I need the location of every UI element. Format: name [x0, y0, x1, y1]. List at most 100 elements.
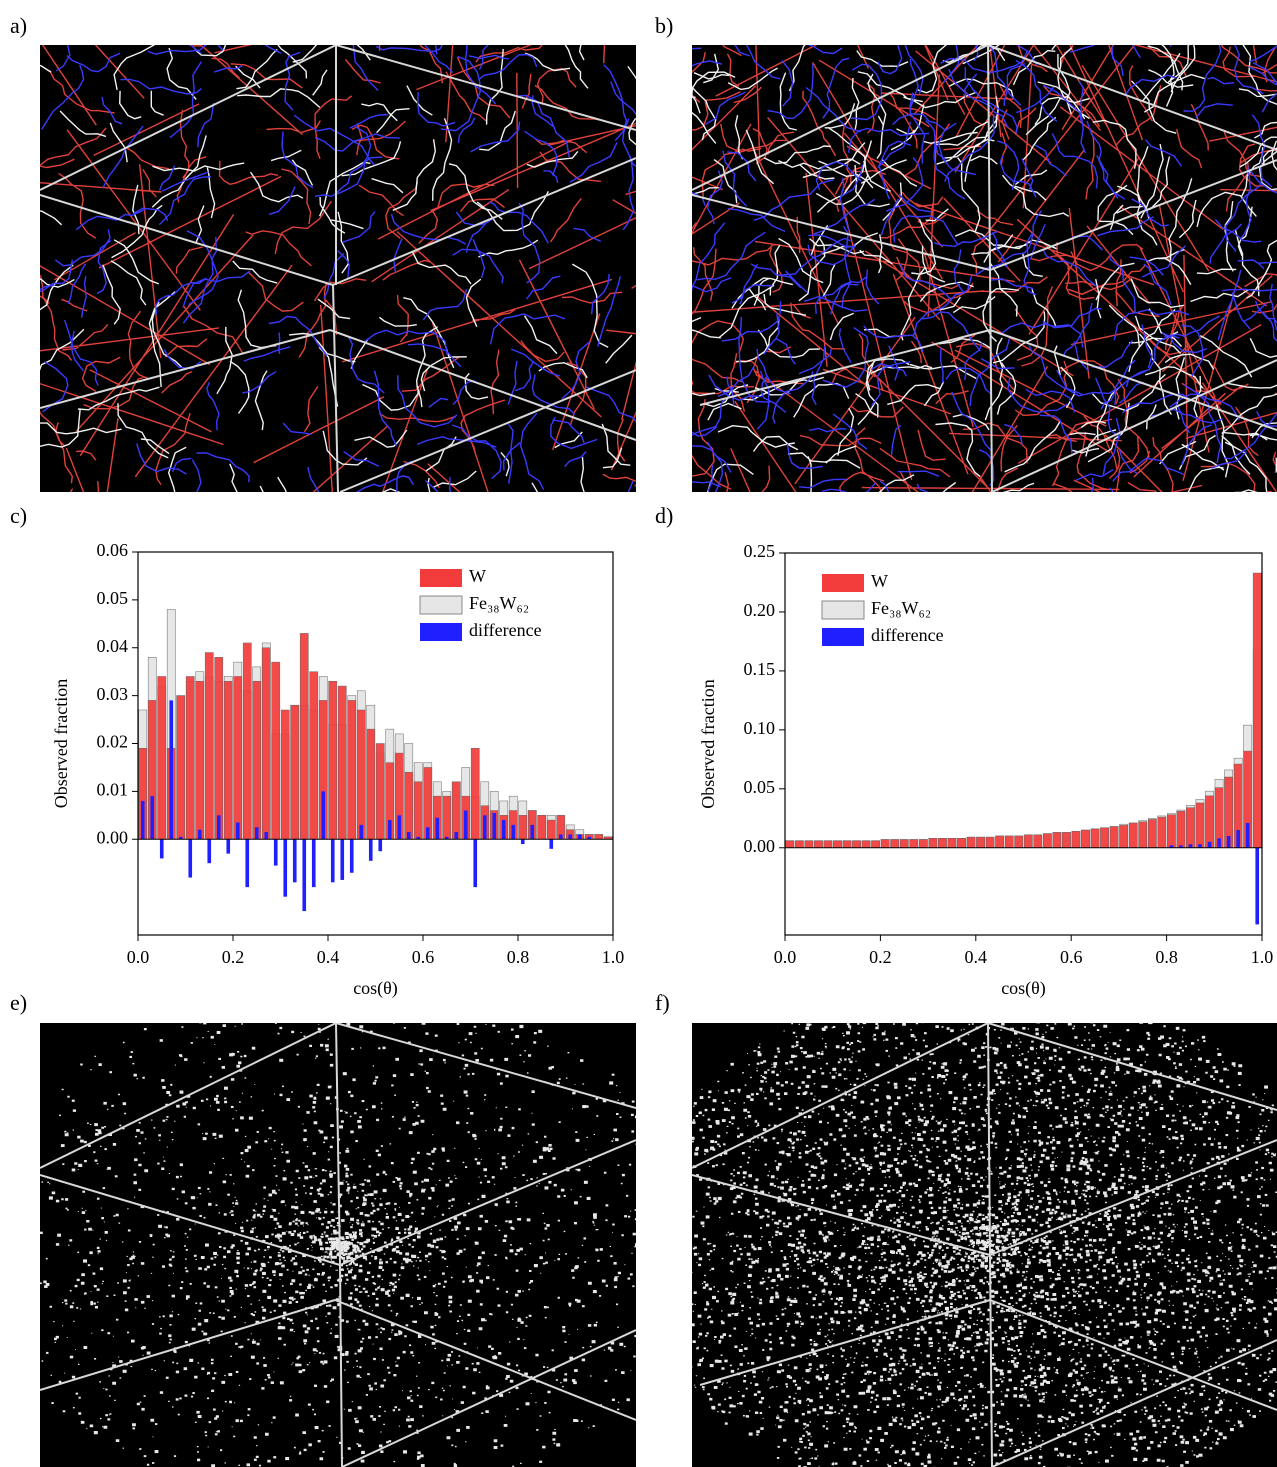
bar	[1033, 834, 1043, 849]
bar	[311, 839, 316, 888]
bar	[245, 839, 250, 888]
bar	[530, 824, 535, 840]
bar	[537, 815, 547, 840]
bar	[899, 839, 909, 849]
bar	[387, 820, 392, 840]
y-tick-label: 0.10	[744, 718, 776, 738]
bar	[233, 676, 243, 840]
legend-label: difference	[871, 625, 944, 645]
cube-edge	[987, 45, 991, 271]
bar	[794, 840, 804, 849]
bar	[1245, 822, 1250, 848]
bar	[976, 836, 985, 849]
legend-swatch	[821, 600, 865, 620]
bar	[1119, 825, 1129, 849]
bar	[140, 800, 145, 840]
bar	[995, 835, 1005, 849]
legend-swatch	[419, 595, 463, 615]
bar	[473, 839, 478, 888]
bar	[261, 647, 271, 840]
bar	[157, 676, 167, 840]
legend-label: W	[469, 566, 486, 586]
bar	[309, 671, 319, 840]
bar	[356, 709, 366, 840]
bar	[1109, 826, 1119, 849]
bar	[861, 840, 871, 849]
bar	[546, 819, 556, 840]
bar	[1138, 821, 1148, 849]
bar	[814, 840, 823, 849]
bar	[890, 839, 900, 849]
x-tick-label: 1.0	[1251, 947, 1274, 967]
cube-edge	[339, 1139, 636, 1266]
bar	[568, 834, 573, 840]
bar	[214, 657, 224, 840]
bar	[290, 704, 300, 840]
y-tick-label: 0.06	[97, 540, 129, 560]
bar	[195, 681, 205, 840]
y-tick-label: 0.20	[744, 600, 776, 620]
plot-frame	[784, 552, 1263, 936]
legend-swatch	[420, 569, 462, 587]
bar	[302, 839, 307, 912]
bar	[254, 827, 259, 840]
cube-edge	[40, 45, 337, 191]
legend-swatch	[822, 574, 864, 592]
y-tick-label: 0.01	[97, 780, 129, 800]
bar	[413, 781, 423, 840]
bar	[558, 834, 563, 840]
cube-edge	[692, 194, 991, 271]
cube-edge	[335, 1023, 341, 1266]
cube-edge	[40, 329, 331, 409]
panel-label: a)	[10, 13, 27, 38]
bar	[216, 815, 221, 840]
bar	[1090, 828, 1100, 849]
bar	[1100, 827, 1109, 849]
bar	[1169, 845, 1174, 848]
x-tick-label: 0.0	[127, 947, 150, 967]
bar	[321, 791, 326, 840]
bar	[985, 836, 995, 849]
x-axis-label: cos(θ)	[353, 978, 398, 999]
bar	[235, 822, 240, 840]
bar	[299, 633, 309, 840]
y-tick-label: 0.25	[744, 541, 776, 561]
x-tick-label: 0.2	[222, 947, 245, 967]
x-tick-label: 0.2	[869, 947, 892, 967]
bar	[501, 820, 506, 840]
bar	[549, 839, 554, 849]
cube-edge	[989, 269, 993, 492]
bar	[223, 681, 233, 840]
bar	[1186, 807, 1195, 849]
bar	[520, 839, 525, 845]
cube-edge	[40, 1299, 336, 1391]
cube-edge	[341, 1329, 636, 1467]
x-tick-label: 0.8	[1155, 947, 1178, 967]
bar	[1042, 833, 1052, 849]
dislocation-lines	[40, 45, 636, 492]
bar	[1217, 838, 1221, 848]
bar	[594, 834, 604, 840]
bar	[1195, 802, 1205, 849]
legend-swatch	[822, 628, 864, 646]
cube-edge	[339, 369, 636, 492]
cube-edge	[692, 45, 989, 191]
cube-edge	[989, 159, 1277, 271]
cube-edge	[332, 284, 339, 492]
cube-edge	[40, 194, 334, 286]
cube-edge	[989, 1299, 1277, 1411]
bar	[349, 839, 354, 873]
bar	[966, 836, 976, 849]
bar	[470, 748, 480, 840]
y-axis-label: Observed fraction	[698, 679, 718, 808]
x-tick-label: 1.0	[602, 947, 625, 967]
cube-edge	[989, 1139, 1277, 1256]
bar	[909, 839, 919, 849]
x-tick-label: 0.0	[774, 947, 797, 967]
bar	[444, 836, 449, 840]
cube-edge	[692, 1023, 989, 1169]
bar	[280, 709, 290, 840]
y-tick-label: 0.15	[744, 659, 776, 679]
panel-label: b)	[655, 13, 673, 38]
simulation-image	[692, 45, 1277, 492]
